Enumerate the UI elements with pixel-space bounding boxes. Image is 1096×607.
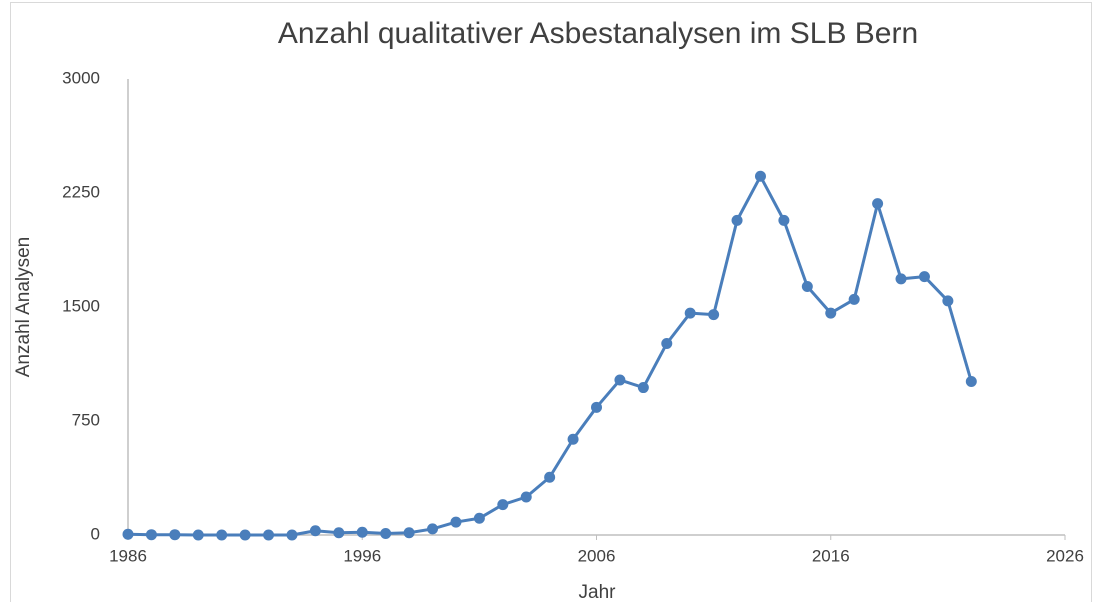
data-point <box>637 382 649 394</box>
data-point <box>754 170 766 182</box>
data-point <box>661 337 673 349</box>
data-point <box>918 271 930 283</box>
y-tick-label: 1500 <box>62 296 100 315</box>
data-point <box>825 307 837 319</box>
data-point <box>872 198 884 210</box>
data-point <box>731 214 743 226</box>
data-point <box>450 516 462 528</box>
data-point <box>473 512 485 524</box>
data-point <box>122 528 134 540</box>
data-point <box>497 499 509 511</box>
data-point <box>614 374 626 386</box>
data-point <box>403 527 415 539</box>
data-point <box>567 433 579 445</box>
data-point <box>778 214 790 226</box>
y-tick-label: 750 <box>72 410 100 429</box>
data-point <box>427 523 439 535</box>
data-point <box>192 529 204 541</box>
data-point <box>356 526 368 538</box>
x-tick-label: 2026 <box>1046 546 1084 565</box>
x-axis-label: Jahr <box>579 582 617 602</box>
data-point <box>942 295 954 307</box>
data-point <box>216 529 228 541</box>
y-tick-label: 3000 <box>62 68 100 87</box>
data-point <box>239 529 251 541</box>
x-tick-label: 2016 <box>812 546 850 565</box>
y-tick-label: 2250 <box>62 182 100 201</box>
data-point <box>848 293 860 305</box>
data-point <box>591 401 602 413</box>
chart-title: Anzahl qualitativer Asbestanalysen im SL… <box>278 17 918 50</box>
x-tick-label: 1986 <box>109 546 147 565</box>
data-point <box>286 529 298 541</box>
y-axis-label: Anzahl Analysen <box>13 237 34 378</box>
data-point <box>544 471 556 483</box>
data-point <box>801 280 813 292</box>
data-point <box>169 529 181 541</box>
data-point <box>684 307 696 319</box>
data-point <box>333 527 345 539</box>
data-point <box>309 525 321 537</box>
data-point <box>895 273 907 285</box>
y-tick-label: 0 <box>91 524 100 543</box>
x-tick-label: 2006 <box>578 546 616 565</box>
data-point <box>263 529 275 541</box>
chart-border <box>10 2 1092 607</box>
data-point <box>380 527 392 539</box>
data-point <box>708 309 720 321</box>
data-point <box>965 375 977 387</box>
data-point <box>145 529 157 541</box>
data-point <box>520 491 532 503</box>
x-tick-label: 1996 <box>343 546 381 565</box>
